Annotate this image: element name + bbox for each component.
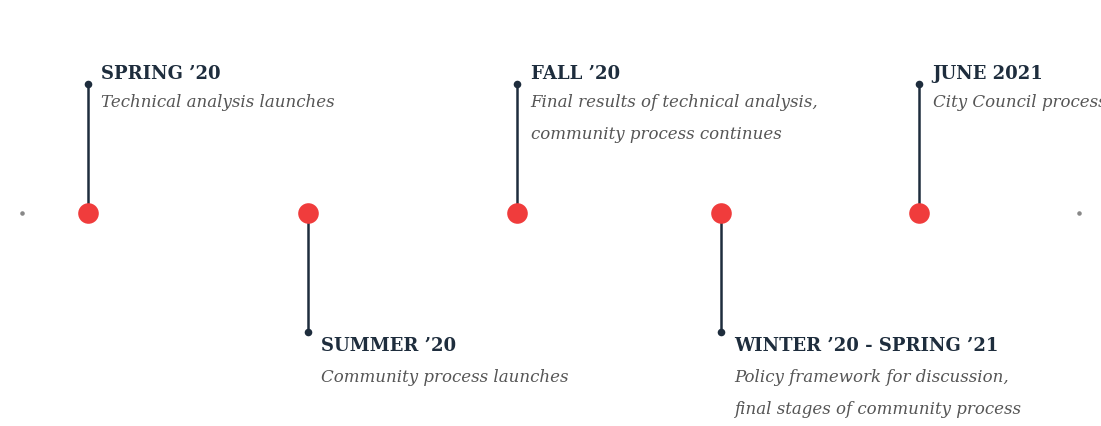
Point [911,210,928,216]
Text: FALL ’20: FALL ’20 [531,65,620,83]
Text: SUMMER ’20: SUMMER ’20 [321,337,457,354]
Text: community process continues: community process continues [531,126,782,143]
Point [299,329,317,336]
Text: Technical analysis launches: Technical analysis launches [101,94,335,111]
Point [712,329,730,336]
Point [911,82,928,89]
Point [509,210,526,216]
Text: final stages of community process: final stages of community process [734,400,1022,417]
Point [299,210,317,216]
Text: Policy framework for discussion,: Policy framework for discussion, [734,368,1009,386]
Text: Community process launches: Community process launches [321,368,569,386]
Point [712,210,730,216]
Point [79,210,97,216]
Point [509,82,526,89]
Text: Final results of technical analysis,: Final results of technical analysis, [531,94,818,111]
Point [79,82,97,89]
Text: WINTER ’20 - SPRING ’21: WINTER ’20 - SPRING ’21 [734,337,999,354]
Text: City Council process begins: City Council process begins [933,94,1101,111]
Text: SPRING ’20: SPRING ’20 [101,65,221,83]
Text: JUNE 2021: JUNE 2021 [933,65,1044,83]
